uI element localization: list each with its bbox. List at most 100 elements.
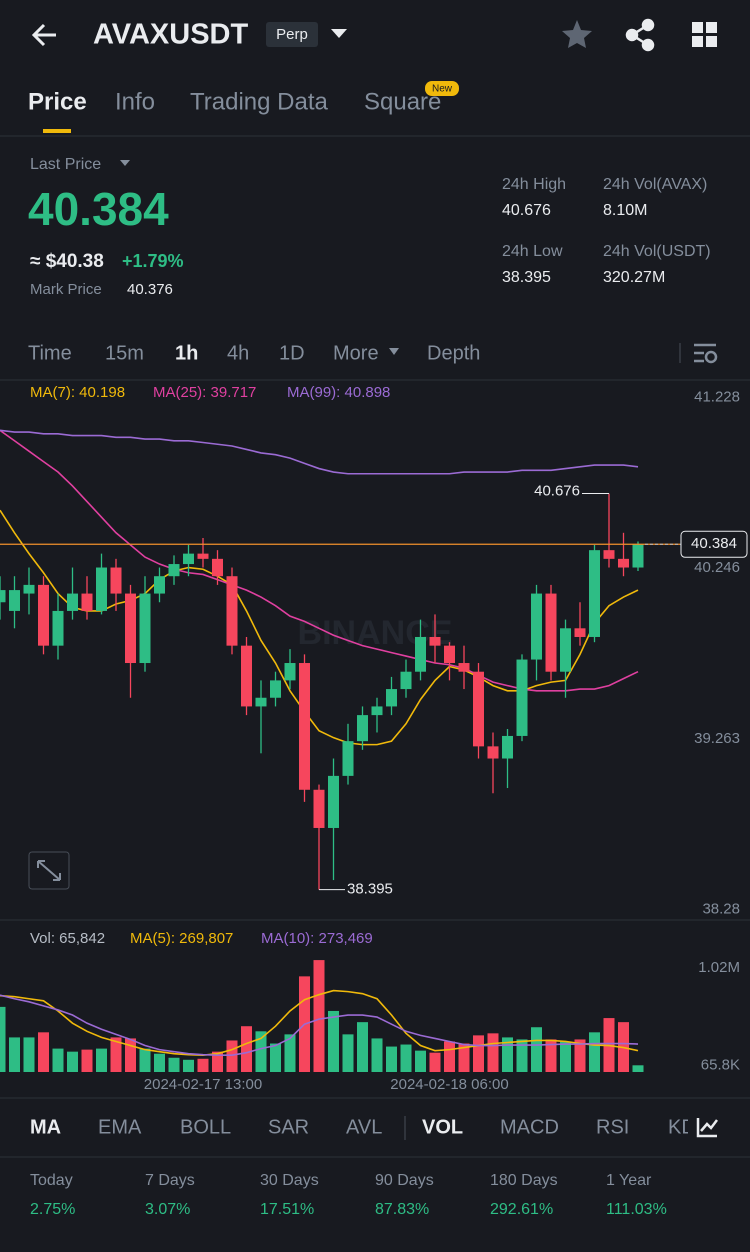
stat-label: 24h Vol(USDT) bbox=[603, 243, 711, 260]
timeframe[interactable]: Time bbox=[28, 342, 72, 364]
legend-entry: MA(25): 39.717 bbox=[153, 384, 256, 401]
candle-body bbox=[531, 593, 542, 660]
volume-bar bbox=[38, 1032, 49, 1072]
new-badge: New bbox=[432, 84, 453, 95]
share-icon[interactable] bbox=[625, 18, 655, 52]
period-label: 180 Days bbox=[490, 1172, 558, 1189]
period-return: 292.61% bbox=[490, 1201, 553, 1218]
volume-bar bbox=[632, 1065, 644, 1072]
timeframe[interactable]: 15m bbox=[105, 342, 144, 364]
indicator-tab[interactable]: MACD bbox=[500, 1116, 559, 1138]
candle-body bbox=[328, 775, 339, 828]
y-tick-label: 65.8K bbox=[701, 1056, 740, 1073]
dropdown-icon[interactable] bbox=[120, 160, 130, 166]
ma-line bbox=[0, 429, 639, 692]
volume-bar bbox=[270, 1043, 281, 1072]
volume-ma-line bbox=[0, 989, 639, 1057]
volume-bar bbox=[52, 1048, 64, 1072]
period-return: 17.51% bbox=[260, 1201, 314, 1218]
settings-icon[interactable] bbox=[694, 343, 718, 364]
volume-bar bbox=[589, 1032, 600, 1072]
candle-body bbox=[560, 628, 571, 672]
candle-body bbox=[313, 789, 325, 828]
candle-body bbox=[270, 680, 281, 698]
stat-label: 24h Low bbox=[502, 243, 563, 260]
y-tick-label: 41.228 bbox=[694, 389, 740, 406]
y-tick-label: 38.28 bbox=[702, 901, 740, 918]
last-price-label: 40.384 bbox=[691, 535, 737, 552]
timeframe[interactable]: More bbox=[333, 342, 379, 364]
indicator-tab[interactable]: RSI bbox=[596, 1116, 629, 1138]
stat-value: 8.10M bbox=[603, 202, 647, 219]
candle-body bbox=[183, 553, 194, 565]
volume-bar bbox=[545, 1039, 557, 1072]
volume-bar bbox=[400, 1044, 412, 1072]
candle-body bbox=[342, 741, 354, 776]
volume-bar bbox=[386, 1046, 397, 1072]
candle-body bbox=[632, 544, 644, 568]
timeframe[interactable]: 1D bbox=[279, 342, 305, 364]
volume-bar bbox=[444, 1041, 455, 1072]
timeframe[interactable]: Depth bbox=[427, 342, 480, 364]
candle-body bbox=[139, 593, 151, 664]
indicator-tab[interactable]: BOLL bbox=[180, 1116, 231, 1138]
timeframe[interactable]: 4h bbox=[227, 342, 249, 364]
volume-bar bbox=[81, 1049, 93, 1072]
candle-body bbox=[255, 697, 267, 707]
candle-body bbox=[0, 590, 6, 603]
indicator-settings-icon[interactable] bbox=[696, 1118, 718, 1138]
candle-body bbox=[168, 564, 180, 577]
candle-body bbox=[386, 689, 397, 707]
tab[interactable]: Price bbox=[28, 88, 87, 115]
symbol[interactable]: AVAXUSDT bbox=[93, 19, 248, 51]
volume-bar bbox=[429, 1052, 441, 1072]
badge-bg bbox=[266, 22, 318, 47]
period-return: 3.07% bbox=[145, 1201, 190, 1218]
candle-body bbox=[502, 735, 513, 759]
candle-body bbox=[444, 645, 455, 664]
volume-bar bbox=[473, 1035, 484, 1072]
dropdown-icon[interactable] bbox=[331, 29, 347, 38]
period-label: Today bbox=[30, 1172, 73, 1189]
indicator-tab[interactable]: EMA bbox=[98, 1116, 142, 1138]
period-label: 1 Year bbox=[606, 1172, 652, 1189]
candle-body bbox=[574, 628, 586, 637]
period-return: 2.75% bbox=[30, 1201, 75, 1218]
candle-body bbox=[154, 576, 165, 594]
indicator-tab[interactable]: VOL bbox=[422, 1116, 463, 1138]
tab[interactable]: Trading Data bbox=[190, 88, 329, 115]
timeframe[interactable]: 1h bbox=[175, 342, 198, 364]
favorite-icon[interactable] bbox=[562, 20, 592, 48]
volume-bar bbox=[139, 1048, 151, 1072]
volume-bar bbox=[415, 1050, 426, 1072]
candle-body bbox=[226, 576, 238, 646]
usd-price: ≈ $40.38 bbox=[30, 251, 104, 272]
watermark: BINANCE bbox=[298, 614, 453, 652]
back-icon[interactable] bbox=[31, 23, 56, 47]
volume-bar bbox=[154, 1053, 165, 1072]
period-label: 30 Days bbox=[260, 1172, 319, 1189]
volume-bar bbox=[197, 1058, 209, 1072]
volume-bar bbox=[357, 1022, 368, 1072]
volume-bar bbox=[458, 1043, 470, 1072]
candle-body bbox=[197, 553, 209, 559]
indicator-tab[interactable]: SAR bbox=[268, 1116, 309, 1138]
candle-body bbox=[545, 593, 557, 672]
volume-bar bbox=[531, 1027, 542, 1072]
menu-icon[interactable] bbox=[692, 22, 717, 47]
legend-entry: MA(99): 40.898 bbox=[287, 384, 390, 401]
stat-label: 24h Vol(AVAX) bbox=[603, 176, 707, 193]
expand-button[interactable] bbox=[28, 851, 70, 890]
last-price-label: Last Price bbox=[30, 156, 101, 173]
indicator-tab[interactable]: AVL bbox=[346, 1116, 382, 1138]
indicator-tab[interactable]: MA bbox=[30, 1116, 61, 1138]
candle-body bbox=[110, 567, 122, 594]
volume-ma-line bbox=[0, 994, 639, 1057]
stat-label: 24h High bbox=[502, 176, 566, 193]
new-badge-bg bbox=[425, 81, 459, 96]
tab[interactable]: Info bbox=[115, 88, 155, 115]
candle-body bbox=[589, 550, 600, 637]
last-price-box bbox=[680, 530, 748, 558]
candle-body bbox=[67, 593, 78, 611]
volume-bar bbox=[574, 1039, 586, 1072]
